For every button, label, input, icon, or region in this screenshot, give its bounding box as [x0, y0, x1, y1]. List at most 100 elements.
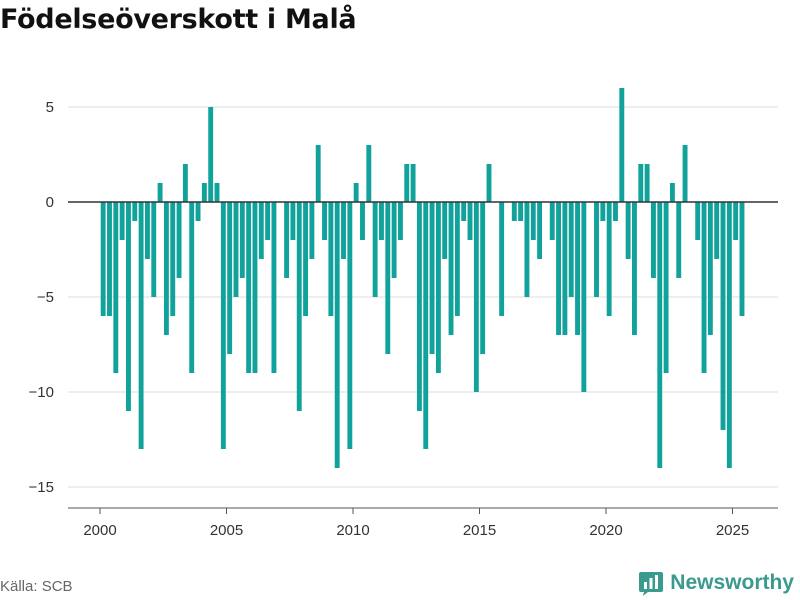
bar — [663, 202, 669, 373]
bar — [246, 202, 252, 373]
bar-chart-logo-icon — [639, 572, 664, 596]
x-tick-label: 2005 — [210, 522, 243, 539]
bar — [189, 202, 195, 373]
bar — [195, 202, 201, 221]
bar — [423, 202, 429, 449]
bar — [410, 164, 416, 202]
bar — [650, 202, 656, 278]
bar — [214, 183, 220, 202]
bar — [372, 202, 378, 297]
bar — [265, 202, 271, 240]
bar — [334, 202, 340, 468]
bar — [132, 202, 138, 221]
y-tick-label: −5 — [37, 289, 54, 306]
bar — [284, 202, 290, 278]
bar — [379, 202, 384, 240]
bar — [524, 202, 530, 297]
bar — [726, 202, 732, 468]
y-tick-label: 5 — [46, 99, 54, 116]
bar — [391, 202, 397, 278]
bar — [360, 202, 365, 240]
bar — [707, 202, 713, 335]
y-tick-label: 0 — [46, 194, 54, 211]
x-tick-label: 2010 — [336, 522, 369, 539]
bar — [619, 88, 625, 202]
x-tick-label: 2025 — [716, 522, 749, 539]
bar — [271, 202, 277, 373]
bar — [138, 202, 144, 449]
bar — [594, 202, 599, 297]
bar — [227, 202, 233, 354]
bar — [107, 202, 112, 316]
bar — [163, 202, 169, 335]
bar — [239, 202, 245, 278]
bar — [606, 202, 612, 316]
bar — [170, 202, 176, 316]
bar — [290, 202, 296, 240]
bar — [208, 107, 214, 202]
bar — [151, 202, 157, 297]
bar — [416, 202, 422, 411]
bar — [220, 202, 226, 449]
tick-labels: 5 0 −5 −10 −15 2000 2005 2010 2015 2020 2025 — [29, 99, 750, 539]
bar — [714, 202, 720, 259]
y-tick-label: −10 — [29, 384, 54, 401]
bar — [113, 202, 119, 373]
bar — [397, 202, 403, 240]
bar — [733, 202, 739, 240]
bar — [448, 202, 454, 335]
bar — [556, 202, 562, 335]
bar — [669, 183, 675, 202]
bar — [562, 202, 568, 335]
bar — [201, 183, 207, 202]
bar — [303, 202, 309, 316]
bar — [144, 202, 150, 259]
bar — [600, 202, 606, 221]
bar — [739, 202, 745, 316]
bar — [575, 202, 580, 335]
bar — [537, 202, 543, 259]
bar — [549, 202, 555, 240]
bar — [454, 202, 460, 316]
bar — [701, 202, 707, 373]
bar — [473, 202, 479, 392]
bar — [315, 145, 321, 202]
brand-name: Newsworthy — [670, 571, 794, 594]
bar — [461, 202, 467, 221]
bar — [341, 202, 346, 259]
bar — [499, 202, 505, 316]
bar — [366, 145, 372, 202]
axes — [68, 201, 778, 514]
source-note: Källa: SCB — [0, 578, 73, 595]
bar — [157, 183, 163, 202]
bar — [328, 202, 334, 316]
bar — [638, 164, 644, 202]
bar — [309, 202, 315, 259]
x-tick-label: 2020 — [589, 522, 622, 539]
bar — [530, 202, 536, 240]
bar — [233, 202, 239, 297]
bar — [404, 164, 410, 202]
bar — [467, 202, 473, 240]
bar — [682, 145, 688, 202]
bar — [676, 202, 682, 278]
bar — [353, 183, 359, 202]
bar — [435, 202, 441, 373]
newsworthy-logo: Newsworthy — [638, 568, 794, 598]
bar — [322, 202, 327, 240]
bar — [695, 202, 701, 240]
bar — [296, 202, 302, 411]
bar — [429, 202, 435, 354]
x-tick-label: 2015 — [463, 522, 496, 539]
bar — [480, 202, 486, 354]
bar — [442, 202, 448, 259]
bar — [385, 202, 391, 354]
bar — [657, 202, 663, 468]
bar — [347, 202, 353, 449]
bar — [119, 202, 125, 240]
bar — [100, 202, 106, 316]
chart-title: Födelseöverskott i Malå — [0, 4, 357, 35]
bar — [511, 202, 517, 221]
bar — [581, 202, 587, 392]
bar — [518, 202, 524, 221]
